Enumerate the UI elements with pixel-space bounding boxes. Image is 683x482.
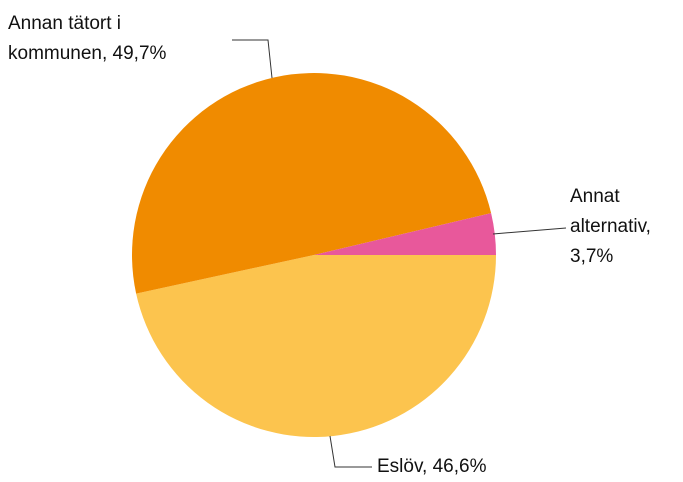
leader-line (232, 39, 273, 79)
leader-line (492, 227, 567, 235)
slice-label: alternativ, (570, 216, 651, 237)
slice-label: 3,7% (570, 246, 613, 267)
slice-label: Eslöv, 46,6% (377, 456, 487, 477)
slice-label: kommunen, 49,7% (8, 43, 167, 64)
pie-slice (131, 72, 492, 294)
pie-slice (136, 255, 496, 438)
slice-label: Annan tätort i (8, 13, 121, 34)
slice-label: Annat (570, 186, 620, 207)
pie-slice (314, 213, 496, 255)
leader-line (329, 435, 372, 468)
